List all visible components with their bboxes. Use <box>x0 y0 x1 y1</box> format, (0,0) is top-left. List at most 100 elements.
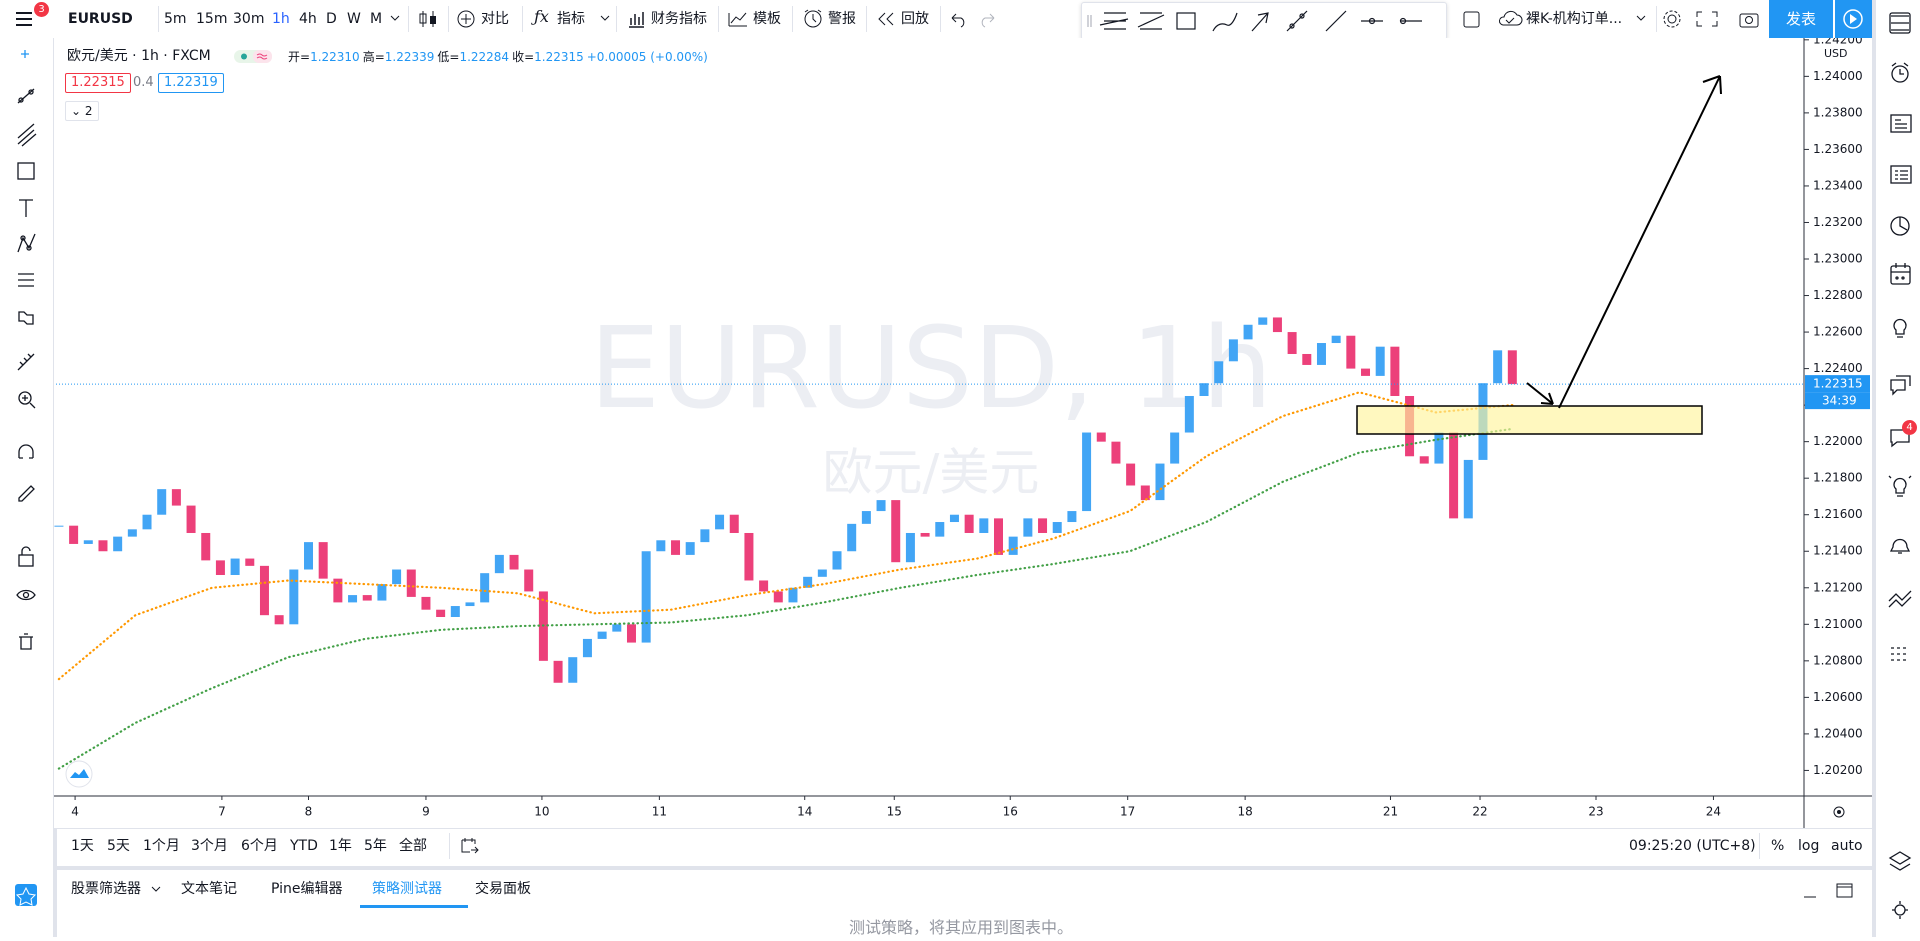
candle <box>406 569 416 597</box>
range-button[interactable]: 1年 <box>329 838 352 854</box>
countdown-tag <box>1805 392 1870 410</box>
menu-button[interactable] <box>14 9 36 29</box>
panel-tab[interactable]: 股票筛选器 <box>71 881 141 897</box>
dropdown-icon[interactable] <box>600 14 610 22</box>
candle <box>979 518 989 533</box>
sidebar-icons[interactable] <box>1876 0 1920 937</box>
alert-icon[interactable] <box>802 8 824 30</box>
y-tick-label: 1.21800 <box>1813 471 1863 485</box>
indicators-button[interactable]: 指标 <box>557 11 585 27</box>
range-button[interactable]: 全部 <box>399 838 427 854</box>
templates-button[interactable]: 模板 <box>753 11 781 27</box>
financials-button[interactable]: 财务指标 <box>651 11 707 27</box>
trend-arrow[interactable] <box>1558 75 1722 409</box>
range-button[interactable]: YTD <box>290 838 318 854</box>
play-button[interactable] <box>1835 0 1872 38</box>
replay-icon[interactable] <box>876 10 896 28</box>
candle <box>773 591 783 603</box>
candle <box>54 525 64 527</box>
zone-rectangle[interactable] <box>1356 405 1703 435</box>
separator <box>616 6 617 32</box>
goto-date-icon[interactable] <box>460 837 480 855</box>
y-tick-label: 1.22000 <box>1813 434 1863 448</box>
x-tick-label: 11 <box>652 805 667 819</box>
separator <box>866 6 867 32</box>
candle <box>671 540 681 555</box>
y-tick-label: 1.21400 <box>1813 544 1863 558</box>
templates-icon[interactable] <box>727 9 749 29</box>
candle <box>201 532 211 561</box>
interval[interactable]: M <box>370 11 383 27</box>
range-button[interactable]: 3个月 <box>191 838 228 854</box>
drawing-tool-icons[interactable] <box>0 38 53 937</box>
financials-icon[interactable] <box>626 9 646 29</box>
alert-button[interactable]: 警报 <box>828 11 856 27</box>
panel-tab[interactable]: Pine编辑器 <box>271 881 343 897</box>
spread: 0.4 <box>133 75 154 90</box>
interval[interactable]: 4h <box>299 11 317 27</box>
separator <box>792 6 793 32</box>
panel-tab-active[interactable]: 策略测试器 <box>372 881 442 897</box>
candle <box>847 523 857 552</box>
replay-button[interactable]: 回放 <box>901 11 929 27</box>
indicators-collapse[interactable]: ⌄ 2 <box>65 101 99 121</box>
dropdown-icon[interactable] <box>1636 14 1646 22</box>
interval[interactable]: 15m <box>196 11 228 27</box>
candle <box>509 554 519 570</box>
dropdown-icon[interactable] <box>151 885 161 893</box>
moving-average <box>57 391 1514 681</box>
range-button[interactable]: 1天 <box>71 838 94 854</box>
cloud-icon[interactable] <box>1496 9 1524 29</box>
object-tree-icon[interactable] <box>1462 10 1482 30</box>
dropdown-icon[interactable] <box>390 14 400 22</box>
range-button[interactable]: 5天 <box>107 838 130 854</box>
candle <box>1140 485 1150 501</box>
interval[interactable]: W <box>347 11 361 27</box>
candle <box>215 560 225 575</box>
ask-price[interactable]: 1.22319 <box>158 73 224 93</box>
x-tick-label: 18 <box>1237 805 1252 819</box>
candle <box>259 565 269 616</box>
log-toggle[interactable]: log <box>1798 838 1820 854</box>
percent-toggle[interactable]: % <box>1771 838 1785 854</box>
interval-active[interactable]: 1h <box>272 11 290 27</box>
ohlc-value: 1.22310 <box>310 50 360 64</box>
range-button[interactable]: 5年 <box>364 838 387 854</box>
y-tick-label: 1.21200 <box>1813 580 1863 594</box>
indicator-icon[interactable]: ƒx <box>534 7 549 26</box>
range-button[interactable]: 6个月 <box>241 838 278 854</box>
compare-icon[interactable] <box>456 9 476 29</box>
x-tick-label: 8 <box>305 805 313 819</box>
interval[interactable]: 5m <box>164 11 187 27</box>
candle <box>304 542 314 570</box>
candle <box>612 624 622 632</box>
panel-tab[interactable]: 交易面板 <box>475 881 531 897</box>
drawings <box>1356 75 1722 435</box>
candle <box>1214 361 1224 384</box>
panel-tab[interactable]: 文本笔记 <box>181 881 237 897</box>
candle <box>1038 518 1048 533</box>
separator <box>718 6 719 32</box>
candle <box>1316 343 1326 365</box>
drawing-tools[interactable] <box>1082 3 1446 39</box>
layout-name[interactable]: 裸K-机构订单... <box>1526 11 1623 27</box>
symbol-search[interactable]: EURUSD <box>68 11 133 27</box>
settings-icon[interactable] <box>1833 806 1845 818</box>
small-arrow[interactable] <box>1526 382 1554 405</box>
undo-redo[interactable] <box>948 10 998 28</box>
top-right-tools[interactable] <box>1661 8 1761 30</box>
panel-controls[interactable] <box>1797 880 1857 902</box>
auto-toggle[interactable]: auto <box>1831 838 1863 854</box>
bid-price[interactable]: 1.22315 <box>65 73 131 93</box>
candle <box>1493 350 1503 384</box>
candle <box>480 573 490 603</box>
interval[interactable]: D <box>326 11 337 27</box>
range-button[interactable]: 1个月 <box>143 838 180 854</box>
compare-button[interactable]: 对比 <box>481 11 509 27</box>
separator <box>1656 6 1657 32</box>
publish-button[interactable]: 发表 <box>1769 0 1833 38</box>
chart-type-icon[interactable] <box>418 8 438 30</box>
ohlc-value: 1.22284 <box>459 50 510 64</box>
interval[interactable]: 30m <box>233 11 265 27</box>
